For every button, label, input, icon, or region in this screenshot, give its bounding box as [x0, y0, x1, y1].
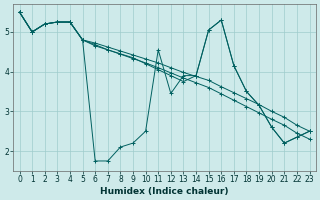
X-axis label: Humidex (Indice chaleur): Humidex (Indice chaleur) — [100, 187, 229, 196]
